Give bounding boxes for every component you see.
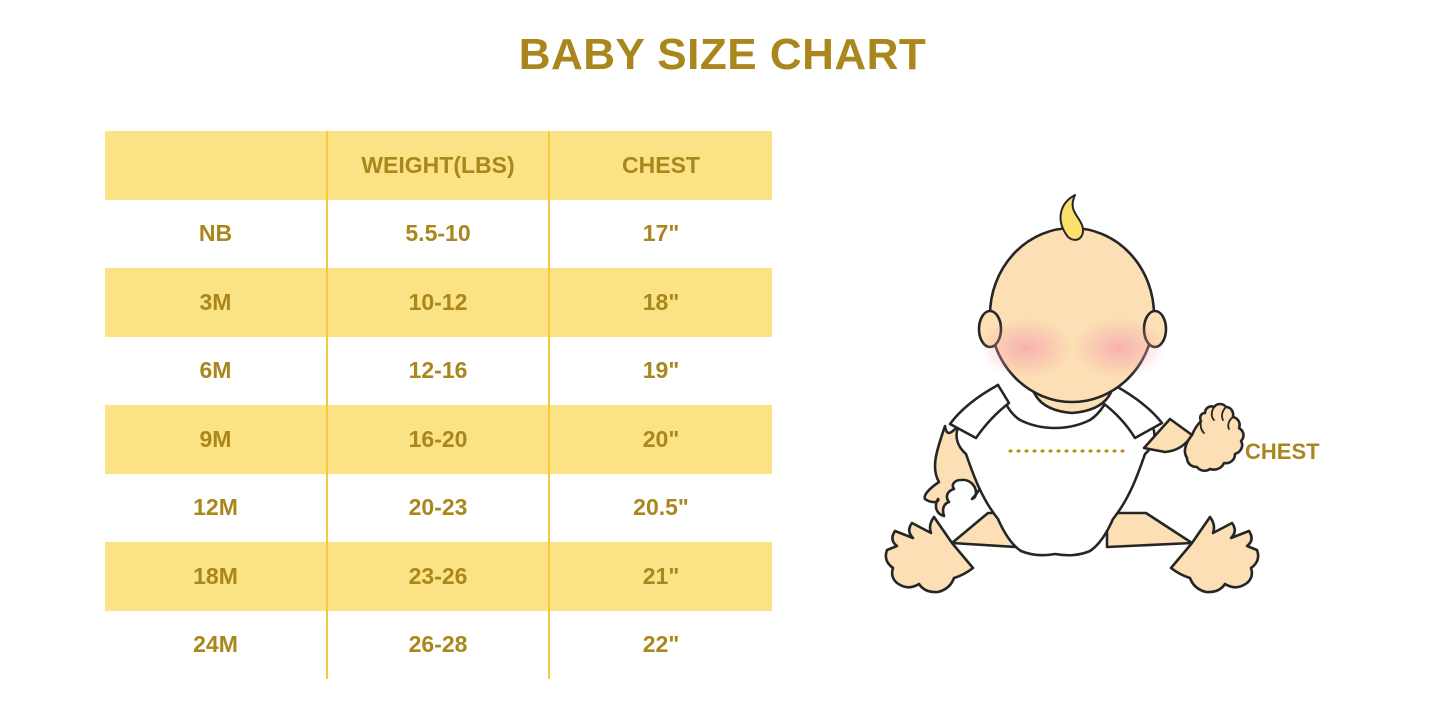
svg-text:CHEST: CHEST xyxy=(1245,439,1320,464)
